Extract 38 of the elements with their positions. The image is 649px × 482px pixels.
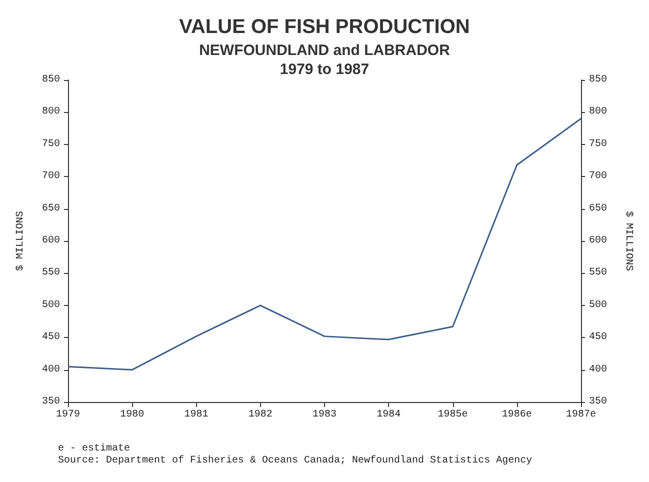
x-tick-label: 1983 <box>312 410 337 420</box>
y2-tick-label: 800 <box>589 106 608 118</box>
y-tick-label: 350 <box>42 396 60 408</box>
x-tick-label: 1985e <box>438 410 468 420</box>
y2-tick-label: 650 <box>589 203 608 214</box>
y-tick-label: 750 <box>42 138 60 150</box>
y-tick-label: 400 <box>42 364 60 376</box>
y2-tick-label: 550 <box>589 268 608 279</box>
x-tick-label: 1980 <box>120 410 144 420</box>
y2-axis-title: $ MILLIONS <box>622 210 634 272</box>
y-tick-label: 450 <box>42 332 60 344</box>
y2-tick-label: 600 <box>589 236 608 246</box>
chart-subtitle: NEWFOUNDLAND and LABRADOR 1979 to 1987 <box>199 42 450 78</box>
source-note: Source: Department of Fisheries & Oceans Canada; Newfoundland Statistics Agency <box>58 454 532 466</box>
y-tick-label: 800 <box>42 106 60 118</box>
y2-tick-label: 750 <box>589 138 608 150</box>
y2-tick-label: 500 <box>589 300 608 311</box>
x-tick-label: 1986e <box>502 410 532 420</box>
x-tick-label: 1979 <box>56 410 80 420</box>
y-tick-label: 500 <box>42 300 60 311</box>
y-axis-title: $ MILLIONS <box>14 210 26 272</box>
y-tick-label: 650 <box>42 203 60 214</box>
y2-tick-label: 450 <box>589 332 608 344</box>
x-tick-label: 1982 <box>248 410 272 420</box>
y2-tick-label: 850 <box>589 74 608 86</box>
y2-tick-label: 400 <box>589 364 608 376</box>
x-tick-label: 1984 <box>376 410 401 420</box>
y2-tick-label: 700 <box>589 171 608 182</box>
y-tick-label: 550 <box>42 268 60 279</box>
x-tick-label: 1981 <box>184 410 208 420</box>
y-tick-label: 850 <box>42 74 60 86</box>
text: e - estimate <box>58 442 130 454</box>
y-tick-label: 600 <box>42 236 60 246</box>
y2-tick-label: 350 <box>589 396 608 408</box>
x-tick-label: 1987e <box>566 410 596 420</box>
line-series <box>67 118 582 371</box>
chart-title: VALUE OF FISH PRODUCTION <box>179 16 470 38</box>
y-tick-label: 700 <box>42 171 60 182</box>
